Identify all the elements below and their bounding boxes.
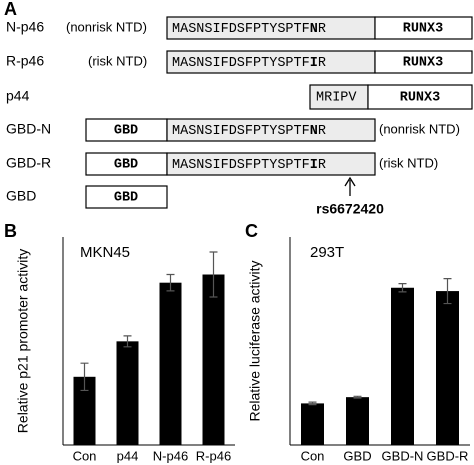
- snp-label: rs6672420: [316, 201, 384, 217]
- error-bar: [398, 282, 407, 293]
- sequence-box: [166, 118, 376, 142]
- sequence: MASNSIFDSFPTYSPTFNR: [172, 124, 326, 139]
- construct-label: GBD-N: [6, 121, 51, 137]
- panel-label: C: [245, 221, 258, 241]
- x-tick-label: GBD-N: [382, 448, 424, 463]
- tag: GBD: [114, 124, 138, 139]
- panel-label: A: [4, 0, 17, 19]
- error-bar: [209, 251, 218, 298]
- error-bar: [166, 273, 175, 292]
- seq-prefix: MASNSIFDSFPTYSPTF: [172, 56, 310, 71]
- bar: [159, 282, 182, 445]
- bar: [202, 274, 225, 445]
- domain: RUNX3: [400, 91, 441, 106]
- bar: [391, 287, 414, 445]
- domain: RUNX3: [403, 22, 444, 37]
- x-tick-label: N-p46: [153, 448, 188, 463]
- domain: RUNX3: [403, 56, 444, 71]
- construct-label: p44: [6, 88, 30, 104]
- seq-prefix: MASNSIFDSFPTYSPTF: [172, 124, 310, 139]
- seq-prefix: MASNSIFDSFPTYSPTF: [172, 158, 310, 173]
- x-tick-label: Con: [73, 448, 97, 463]
- snp-arrowhead: [344, 176, 356, 187]
- error-bar: [80, 362, 89, 392]
- sequence: MASNSIFDSFPTYSPTFIR: [172, 56, 326, 71]
- bar: [73, 376, 96, 445]
- x-tick-label: GBD: [343, 448, 371, 463]
- seq-suffix: R: [318, 56, 326, 71]
- y-axis-label: Relative luciferase activity: [247, 260, 263, 421]
- seq-suffix: R: [318, 158, 326, 173]
- seq-suffix: R: [318, 124, 326, 139]
- residue: N: [310, 124, 318, 139]
- x-tick-label: Con: [301, 448, 325, 463]
- x-tick-label: GBD-R: [427, 448, 469, 463]
- domain-box: [367, 84, 473, 110]
- bar: [436, 291, 459, 445]
- bar: [116, 341, 139, 445]
- annotation: 293T: [310, 244, 344, 261]
- construct-note: (nonrisk NTD): [379, 121, 460, 136]
- sequence-box: [166, 152, 376, 176]
- domain-box: [374, 16, 473, 40]
- tag: GBD: [114, 158, 138, 173]
- error-bar: [353, 395, 362, 399]
- x-tick-label: R-p46: [196, 448, 231, 463]
- sequence: MASNSIFDSFPTYSPTFIR: [172, 158, 326, 173]
- construct-note: (risk NTD): [88, 53, 147, 68]
- tag-box: [85, 185, 168, 209]
- construct-label: GBD: [6, 188, 36, 204]
- annotation: MKN45: [80, 244, 130, 261]
- bar: [301, 403, 324, 445]
- sequence: MRIPV: [316, 91, 357, 106]
- bar: [346, 397, 369, 445]
- sequence-box: [309, 84, 369, 110]
- domain-box: [374, 50, 473, 74]
- y-axis-label: Relative p21 promoter activity: [15, 249, 31, 433]
- seq-suffix: R: [318, 22, 326, 37]
- error-bar: [123, 335, 132, 348]
- residue: N: [310, 22, 318, 37]
- error-bar: [308, 401, 317, 406]
- seq-prefix: MASNSIFDSFPTYSPTF: [172, 22, 310, 37]
- residue: I: [310, 158, 318, 173]
- error-bar: [443, 278, 452, 305]
- construct-label: R-p46: [6, 53, 44, 69]
- panel-label: B: [4, 221, 17, 241]
- construct-label: GBD-R: [6, 155, 51, 171]
- sequence: MASNSIFDSFPTYSPTFNR: [172, 22, 326, 37]
- tag: GBD: [114, 191, 138, 206]
- construct-note: (risk NTD): [379, 155, 438, 170]
- x-tick-label: p44: [117, 448, 139, 463]
- construct-label: N-p46: [6, 19, 44, 35]
- residue: I: [310, 56, 318, 71]
- construct-note: (nonrisk NTD): [66, 19, 147, 34]
